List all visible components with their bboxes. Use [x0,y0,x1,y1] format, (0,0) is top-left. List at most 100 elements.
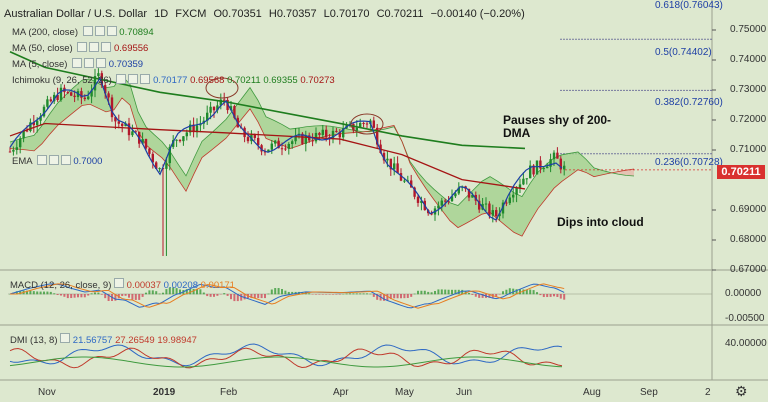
macd-histogram-bar [478,294,481,298]
candle-body [413,187,416,197]
macd-histogram-bar [359,293,362,295]
candle-body [542,168,545,170]
ichimoku-cloud-segment [570,151,578,176]
candle-body [284,148,287,150]
candle-body [127,123,131,136]
macd-histogram-bar [124,294,127,296]
candle-body [175,139,178,141]
macd-histogram-bar [36,291,39,295]
macd-histogram-bar [495,294,498,297]
candle-body [416,196,420,203]
candle-body [229,106,233,111]
eye-icon[interactable] [72,58,83,68]
legend-ma50[interactable]: MA (50, close) 0.69556 [12,42,148,55]
ichimoku-cloud-segment [202,134,210,158]
candle-body [107,93,110,98]
macd-histogram-bar [338,294,341,295]
macd-histogram-bar [202,292,205,295]
close-icon[interactable] [101,42,112,52]
macd-legend[interactable]: MACD (12, 26, close, 9) 0.00037 0.00208 … [10,278,235,291]
gear-icon[interactable]: ⚙ [735,383,748,399]
macd-value-2: 0.00208 [163,280,198,291]
candle-body [430,213,433,215]
dmi-label: DMI (13, 8) [10,335,58,346]
ichimoku-cloud-segment [442,196,450,221]
legend-ma200[interactable]: MA (200, close) 0.70894 [12,26,154,39]
close-icon[interactable] [106,26,117,36]
macd-histogram-bar [131,294,134,300]
close-icon[interactable] [140,74,151,84]
macd-histogram-bar [179,289,181,295]
candle-body [274,140,277,144]
macd-histogram-bar [532,290,535,295]
candle-body [447,200,450,202]
ichimoku-value-1: 0.70177 [153,75,188,86]
ichimoku-cloud-segment [506,186,514,233]
chart-interval: 1D [154,8,169,20]
candle-body [559,158,562,170]
dmi-value-3: 19.98947 [157,335,197,346]
settings-icon[interactable] [128,74,139,84]
macd-histogram-bar [287,291,290,295]
candle-body [529,165,532,179]
candle-body [508,197,511,204]
macd-histogram-bar [216,294,219,296]
candle-body [97,73,100,77]
eye-icon[interactable] [36,155,47,165]
candle-body [420,200,423,203]
ma50-line [9,122,526,190]
settings-icon[interactable] [89,42,100,52]
macd-histogram-bar [434,290,436,295]
candle-body [124,123,127,127]
candle-body [165,163,168,169]
macd-histogram-bar [151,290,154,295]
settings-icon[interactable] [94,26,105,36]
eye-icon[interactable] [116,74,127,84]
ichimoku-cloud-segment [10,139,18,150]
macd-tick: 0.00000 [725,288,762,299]
settings-icon[interactable] [48,155,59,165]
candle-body [321,129,324,135]
macd-histogram-bar [406,294,409,298]
close-icon[interactable] [96,58,107,68]
candle-body [148,148,151,154]
macd-histogram-bar [515,289,518,295]
macd-histogram-bar [525,289,528,295]
price-tick: 0.72000 [730,114,767,125]
candle-body [90,90,93,97]
macd-histogram-bar [393,294,396,299]
candle-body [253,134,256,138]
legend-ichimoku[interactable]: Ichimoku (9, 26, 52, 26) 0.70177 0.69568… [12,74,335,87]
candle-body [185,132,188,137]
eye-icon[interactable] [60,333,71,343]
dmi-value-2: 27.26549 [115,335,155,346]
dmi-legend[interactable]: DMI (13, 8) 21.56757 27.26549 19.98947 [10,333,197,346]
close-icon[interactable] [60,155,71,165]
macd-histogram-bar [345,293,348,295]
eye-icon[interactable] [114,278,125,288]
ichimoku-cloud-segment [538,164,546,209]
settings-icon[interactable] [84,58,95,68]
macd-histogram-bar [90,293,93,295]
candle-body [450,196,454,202]
macd-histogram-bar [236,294,239,302]
eye-icon[interactable] [77,42,88,52]
macd-histogram-bar [556,294,559,297]
ohlc-change: −0.00140 (−0.20%) [430,8,525,20]
legend-ema[interactable]: EMA 0.7000 [12,155,102,168]
eye-icon[interactable] [82,26,93,36]
macd-histogram-bar [264,294,266,299]
macd-histogram-bar [284,290,287,295]
legend-ma5[interactable]: MA (5, close) 0.70359 [12,58,143,71]
candle-body [403,180,406,182]
macd-histogram-bar [400,294,402,299]
macd-histogram-bar [206,294,209,297]
candle-body [359,123,362,128]
candle-body [525,178,528,180]
ichimoku-cloud-segment [418,172,426,189]
candle-body [155,162,158,169]
macd-histogram-bar [128,294,130,298]
last-price-tag: 0.70211 [717,165,765,179]
macd-histogram-bar [43,291,45,295]
